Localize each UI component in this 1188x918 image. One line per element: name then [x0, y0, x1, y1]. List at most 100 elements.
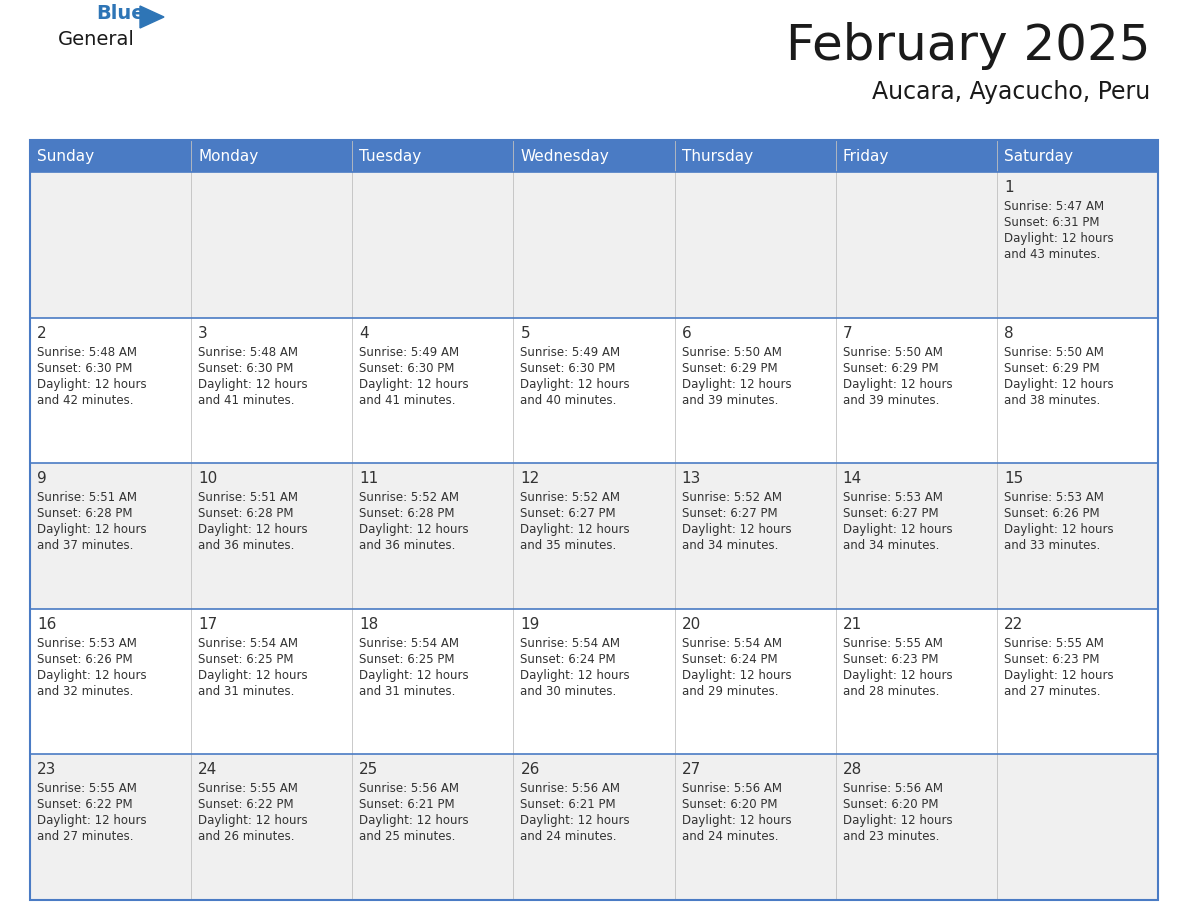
- Text: Daylight: 12 hours: Daylight: 12 hours: [198, 669, 308, 682]
- Text: Daylight: 12 hours: Daylight: 12 hours: [359, 377, 469, 390]
- Text: Sunset: 6:30 PM: Sunset: 6:30 PM: [198, 362, 293, 375]
- Text: 3: 3: [198, 326, 208, 341]
- Text: Daylight: 12 hours: Daylight: 12 hours: [37, 814, 146, 827]
- Text: and 40 minutes.: and 40 minutes.: [520, 394, 617, 407]
- Text: Daylight: 12 hours: Daylight: 12 hours: [359, 814, 469, 827]
- Text: Daylight: 12 hours: Daylight: 12 hours: [682, 814, 791, 827]
- Text: Sunrise: 5:55 AM: Sunrise: 5:55 AM: [198, 782, 298, 795]
- Text: Daylight: 12 hours: Daylight: 12 hours: [842, 377, 953, 390]
- Text: and 42 minutes.: and 42 minutes.: [37, 394, 133, 407]
- Text: 28: 28: [842, 763, 862, 778]
- Text: Daylight: 12 hours: Daylight: 12 hours: [842, 814, 953, 827]
- Text: Aucara, Ayacucho, Peru: Aucara, Ayacucho, Peru: [872, 80, 1150, 104]
- Text: Wednesday: Wednesday: [520, 149, 609, 163]
- Text: Sunrise: 5:49 AM: Sunrise: 5:49 AM: [520, 345, 620, 359]
- Text: Sunset: 6:28 PM: Sunset: 6:28 PM: [359, 508, 455, 521]
- Text: Daylight: 12 hours: Daylight: 12 hours: [842, 523, 953, 536]
- Text: Sunset: 6:27 PM: Sunset: 6:27 PM: [520, 508, 617, 521]
- Text: Sunset: 6:21 PM: Sunset: 6:21 PM: [359, 799, 455, 812]
- Text: Sunset: 6:28 PM: Sunset: 6:28 PM: [37, 508, 133, 521]
- Text: Sunrise: 5:55 AM: Sunrise: 5:55 AM: [37, 782, 137, 795]
- Text: General: General: [58, 30, 135, 49]
- Text: 10: 10: [198, 471, 217, 487]
- FancyBboxPatch shape: [30, 318, 1158, 464]
- Text: Daylight: 12 hours: Daylight: 12 hours: [198, 814, 308, 827]
- Text: Sunset: 6:29 PM: Sunset: 6:29 PM: [682, 362, 777, 375]
- Text: and 41 minutes.: and 41 minutes.: [198, 394, 295, 407]
- Text: and 26 minutes.: and 26 minutes.: [198, 831, 295, 844]
- FancyBboxPatch shape: [30, 609, 1158, 755]
- Text: and 29 minutes.: and 29 minutes.: [682, 685, 778, 698]
- Text: 17: 17: [198, 617, 217, 632]
- Text: 20: 20: [682, 617, 701, 632]
- Text: and 36 minutes.: and 36 minutes.: [198, 539, 295, 553]
- Text: Daylight: 12 hours: Daylight: 12 hours: [1004, 669, 1113, 682]
- Text: Sunrise: 5:53 AM: Sunrise: 5:53 AM: [1004, 491, 1104, 504]
- Text: Daylight: 12 hours: Daylight: 12 hours: [359, 669, 469, 682]
- Text: 22: 22: [1004, 617, 1023, 632]
- Text: Sunset: 6:27 PM: Sunset: 6:27 PM: [682, 508, 777, 521]
- Text: and 39 minutes.: and 39 minutes.: [842, 394, 939, 407]
- Text: Sunset: 6:25 PM: Sunset: 6:25 PM: [198, 653, 293, 666]
- Text: Sunrise: 5:48 AM: Sunrise: 5:48 AM: [198, 345, 298, 359]
- Text: Daylight: 12 hours: Daylight: 12 hours: [359, 523, 469, 536]
- Text: Daylight: 12 hours: Daylight: 12 hours: [520, 814, 630, 827]
- Text: Daylight: 12 hours: Daylight: 12 hours: [198, 523, 308, 536]
- FancyBboxPatch shape: [30, 464, 1158, 609]
- Text: Sunset: 6:23 PM: Sunset: 6:23 PM: [842, 653, 939, 666]
- Text: Friday: Friday: [842, 149, 889, 163]
- Text: Daylight: 12 hours: Daylight: 12 hours: [37, 669, 146, 682]
- Text: 4: 4: [359, 326, 369, 341]
- Text: 16: 16: [37, 617, 56, 632]
- Text: Daylight: 12 hours: Daylight: 12 hours: [37, 523, 146, 536]
- Text: and 36 minutes.: and 36 minutes.: [359, 539, 456, 553]
- Text: Daylight: 12 hours: Daylight: 12 hours: [37, 377, 146, 390]
- Text: Sunset: 6:30 PM: Sunset: 6:30 PM: [359, 362, 455, 375]
- Text: Sunrise: 5:48 AM: Sunrise: 5:48 AM: [37, 345, 137, 359]
- Text: Blue: Blue: [96, 4, 145, 23]
- Text: 27: 27: [682, 763, 701, 778]
- Text: Sunrise: 5:55 AM: Sunrise: 5:55 AM: [1004, 637, 1104, 650]
- Text: Thursday: Thursday: [682, 149, 753, 163]
- Text: Sunset: 6:24 PM: Sunset: 6:24 PM: [520, 653, 617, 666]
- Text: 14: 14: [842, 471, 862, 487]
- Text: Sunset: 6:28 PM: Sunset: 6:28 PM: [198, 508, 293, 521]
- Text: 7: 7: [842, 326, 852, 341]
- Text: Sunrise: 5:56 AM: Sunrise: 5:56 AM: [682, 782, 782, 795]
- FancyBboxPatch shape: [30, 755, 1158, 900]
- Text: Sunset: 6:27 PM: Sunset: 6:27 PM: [842, 508, 939, 521]
- Text: Daylight: 12 hours: Daylight: 12 hours: [682, 377, 791, 390]
- Text: and 35 minutes.: and 35 minutes.: [520, 539, 617, 553]
- Text: Sunset: 6:26 PM: Sunset: 6:26 PM: [37, 653, 133, 666]
- Text: and 30 minutes.: and 30 minutes.: [520, 685, 617, 698]
- Text: Daylight: 12 hours: Daylight: 12 hours: [682, 523, 791, 536]
- Text: and 24 minutes.: and 24 minutes.: [682, 831, 778, 844]
- Text: Sunrise: 5:51 AM: Sunrise: 5:51 AM: [37, 491, 137, 504]
- Polygon shape: [140, 6, 164, 28]
- Text: Sunrise: 5:54 AM: Sunrise: 5:54 AM: [198, 637, 298, 650]
- Text: Sunrise: 5:54 AM: Sunrise: 5:54 AM: [520, 637, 620, 650]
- Text: 24: 24: [198, 763, 217, 778]
- Text: Daylight: 12 hours: Daylight: 12 hours: [1004, 523, 1113, 536]
- Text: Sunset: 6:26 PM: Sunset: 6:26 PM: [1004, 508, 1099, 521]
- Text: Saturday: Saturday: [1004, 149, 1073, 163]
- Text: Sunrise: 5:52 AM: Sunrise: 5:52 AM: [359, 491, 460, 504]
- Text: Monday: Monday: [198, 149, 259, 163]
- Text: and 37 minutes.: and 37 minutes.: [37, 539, 133, 553]
- Text: 15: 15: [1004, 471, 1023, 487]
- Text: Sunrise: 5:53 AM: Sunrise: 5:53 AM: [842, 491, 942, 504]
- Text: and 38 minutes.: and 38 minutes.: [1004, 394, 1100, 407]
- FancyBboxPatch shape: [30, 172, 1158, 318]
- Text: and 32 minutes.: and 32 minutes.: [37, 685, 133, 698]
- Text: Daylight: 12 hours: Daylight: 12 hours: [682, 669, 791, 682]
- Text: 19: 19: [520, 617, 539, 632]
- Text: and 31 minutes.: and 31 minutes.: [359, 685, 456, 698]
- Text: Sunset: 6:30 PM: Sunset: 6:30 PM: [37, 362, 132, 375]
- Text: Sunrise: 5:51 AM: Sunrise: 5:51 AM: [198, 491, 298, 504]
- Text: Sunrise: 5:47 AM: Sunrise: 5:47 AM: [1004, 200, 1104, 213]
- Text: 6: 6: [682, 326, 691, 341]
- Text: Sunrise: 5:54 AM: Sunrise: 5:54 AM: [359, 637, 460, 650]
- Text: 23: 23: [37, 763, 56, 778]
- Text: 1: 1: [1004, 180, 1013, 195]
- Text: and 34 minutes.: and 34 minutes.: [682, 539, 778, 553]
